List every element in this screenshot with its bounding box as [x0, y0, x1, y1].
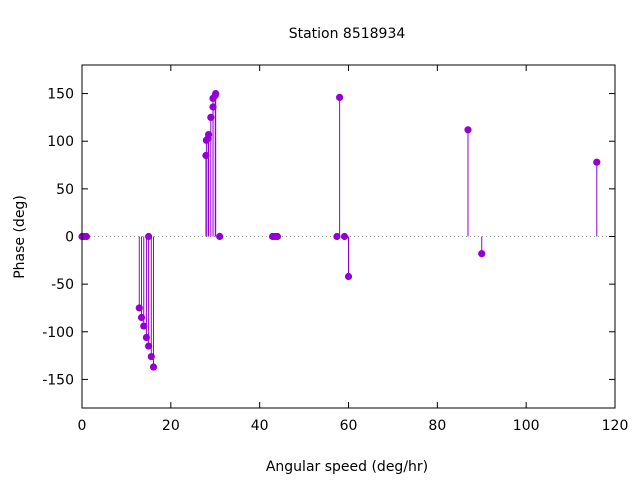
data-point: [212, 89, 220, 98]
data-point: [340, 232, 349, 241]
x-tick-label: 20: [162, 418, 180, 434]
x-tick-label: 0: [78, 418, 87, 434]
x-axis-label: Angular speed (deg/hr): [266, 459, 428, 475]
x-tick-label: 100: [513, 418, 540, 434]
data-point: [478, 250, 486, 258]
data-point: [464, 126, 472, 134]
data-point: [140, 322, 148, 330]
data-point: [82, 232, 91, 241]
y-tick-label: 150: [47, 87, 74, 103]
y-tick-label: 100: [47, 134, 74, 150]
x-tick-label: 60: [340, 418, 358, 434]
y-axis-label: Phase (deg): [12, 195, 28, 279]
data-point: [149, 363, 158, 371]
data-point: [216, 232, 224, 241]
data-point: [145, 232, 153, 241]
x-tick-label: 80: [428, 418, 446, 434]
y-tick-label: -150: [42, 372, 74, 388]
data-point: [145, 342, 153, 350]
data-point: [344, 272, 353, 281]
data-point: [593, 158, 601, 166]
data-point: [336, 93, 344, 101]
chart-title: Station 8518934: [289, 26, 406, 42]
plot-frame: [81, 64, 616, 409]
y-tick-label: -50: [51, 277, 74, 293]
y-tick-label: -100: [42, 325, 74, 341]
data-point: [333, 232, 341, 241]
y-tick-label: 50: [56, 182, 74, 198]
data-point: [273, 232, 282, 241]
x-tick-label: 40: [251, 418, 269, 434]
y-tick-label: 0: [65, 230, 74, 246]
x-tick-label: 120: [602, 418, 629, 434]
